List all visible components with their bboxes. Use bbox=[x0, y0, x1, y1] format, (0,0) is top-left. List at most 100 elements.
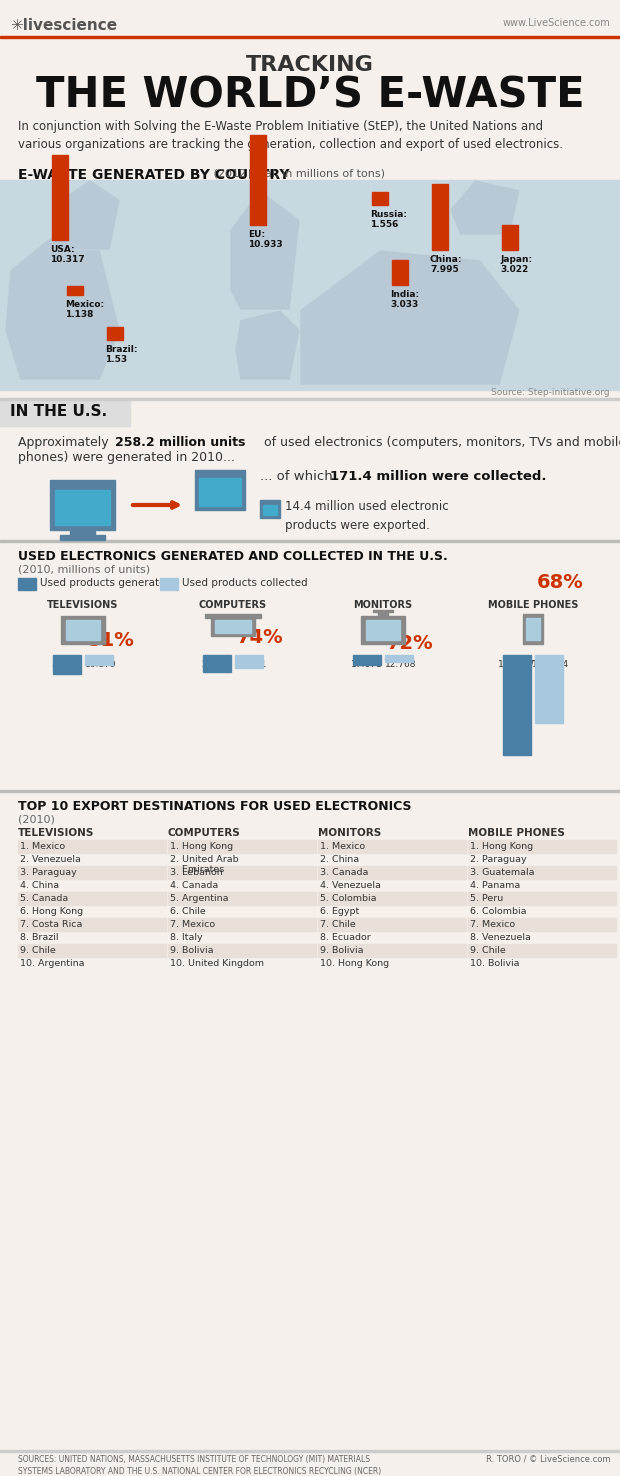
Bar bbox=[0, 399, 620, 400]
Bar bbox=[168, 918, 316, 931]
Polygon shape bbox=[300, 249, 520, 385]
Bar bbox=[318, 840, 466, 853]
Text: 10. Hong Kong: 10. Hong Kong bbox=[320, 959, 389, 968]
Text: SOURCES: UNITED NATIONS, MASSACHUSETTS INSTITUTE OF TECHNOLOGY (MIT) MATERIALS
S: SOURCES: UNITED NATIONS, MASSACHUSETTS I… bbox=[18, 1455, 381, 1476]
Text: phones) were generated in 2010...: phones) were generated in 2010... bbox=[18, 452, 235, 463]
Text: 5. Peru: 5. Peru bbox=[470, 894, 503, 903]
Text: MONITORS: MONITORS bbox=[318, 828, 381, 838]
Bar bbox=[0, 400, 130, 427]
Text: 9. Bolivia: 9. Bolivia bbox=[170, 946, 213, 955]
Text: 6. Hong Kong: 6. Hong Kong bbox=[20, 906, 83, 917]
Text: 29.902: 29.902 bbox=[202, 660, 232, 669]
Bar bbox=[211, 618, 255, 636]
Text: 3. Guatemala: 3. Guatemala bbox=[470, 868, 534, 877]
Bar bbox=[468, 866, 616, 880]
Bar bbox=[70, 530, 95, 534]
Text: 4. Venezuela: 4. Venezuela bbox=[320, 881, 381, 890]
Text: of used electronics (computers, monitors, TVs and mobile: of used electronics (computers, monitors… bbox=[260, 435, 620, 449]
Text: 74%: 74% bbox=[237, 629, 283, 648]
Bar bbox=[535, 655, 563, 723]
Text: 8. Venezuela: 8. Venezuela bbox=[470, 933, 531, 942]
Bar bbox=[502, 226, 518, 249]
Text: 4. Panama: 4. Panama bbox=[470, 881, 520, 890]
Bar bbox=[468, 840, 616, 853]
Bar bbox=[60, 534, 105, 540]
Bar bbox=[195, 469, 245, 511]
Bar bbox=[260, 500, 280, 518]
Text: 33.141: 33.141 bbox=[51, 660, 82, 669]
Text: Used products collected: Used products collected bbox=[182, 579, 308, 587]
Bar bbox=[168, 866, 316, 880]
Text: ✳livescience: ✳livescience bbox=[10, 18, 117, 32]
Text: 16.879: 16.879 bbox=[85, 660, 117, 669]
Bar bbox=[318, 945, 466, 956]
Bar bbox=[55, 490, 110, 525]
Text: 72%: 72% bbox=[387, 633, 433, 652]
Text: 3. Canada: 3. Canada bbox=[320, 868, 368, 877]
Text: E-WASTE GENERATED BY COUNTRY: E-WASTE GENERATED BY COUNTRY bbox=[18, 168, 290, 182]
Text: www.LiveScience.com: www.LiveScience.com bbox=[502, 18, 610, 28]
Bar bbox=[18, 840, 166, 853]
Text: 2. China: 2. China bbox=[320, 855, 359, 863]
Text: Brazil:
1.53: Brazil: 1.53 bbox=[105, 345, 138, 365]
Polygon shape bbox=[60, 180, 120, 249]
Text: 1. Hong Kong: 1. Hong Kong bbox=[470, 841, 533, 852]
Text: 5. Colombia: 5. Colombia bbox=[320, 894, 376, 903]
Text: COMPUTERS: COMPUTERS bbox=[168, 828, 241, 838]
Bar bbox=[432, 184, 448, 249]
Bar bbox=[235, 655, 263, 667]
Text: Mexico:
1.138: Mexico: 1.138 bbox=[65, 300, 104, 319]
Text: (2010, millions of units): (2010, millions of units) bbox=[18, 564, 150, 574]
Bar bbox=[318, 892, 466, 905]
Text: 17.671: 17.671 bbox=[351, 660, 383, 669]
Bar bbox=[385, 655, 413, 663]
Text: 9. Bolivia: 9. Bolivia bbox=[320, 946, 363, 955]
Bar bbox=[392, 260, 408, 285]
Bar bbox=[67, 286, 83, 295]
Text: TRACKING: TRACKING bbox=[246, 55, 374, 75]
Bar bbox=[85, 655, 113, 664]
Text: R. TORO / © LiveScience.com: R. TORO / © LiveScience.com bbox=[485, 1455, 610, 1464]
Text: 7. Mexico: 7. Mexico bbox=[170, 920, 215, 928]
Bar bbox=[318, 918, 466, 931]
Polygon shape bbox=[5, 230, 120, 379]
Text: 10. United Kingdom: 10. United Kingdom bbox=[170, 959, 264, 968]
Bar bbox=[366, 620, 400, 641]
Text: COMPUTERS: COMPUTERS bbox=[199, 601, 267, 610]
Text: Russia:
1.556: Russia: 1.556 bbox=[370, 210, 407, 229]
Text: 3. Paraguay: 3. Paraguay bbox=[20, 868, 77, 877]
Polygon shape bbox=[230, 190, 300, 310]
Text: THE WORLD’S E-WASTE: THE WORLD’S E-WASTE bbox=[36, 75, 584, 117]
Text: (2012 total, in millions of tons): (2012 total, in millions of tons) bbox=[210, 168, 385, 179]
Bar bbox=[168, 945, 316, 956]
Text: 5. Argentina: 5. Argentina bbox=[170, 894, 229, 903]
Bar bbox=[0, 35, 620, 38]
Text: 8. Brazil: 8. Brazil bbox=[20, 933, 58, 942]
Text: 1. Mexico: 1. Mexico bbox=[20, 841, 65, 852]
Polygon shape bbox=[450, 180, 520, 235]
Text: ... of which: ... of which bbox=[260, 469, 337, 483]
Text: 22.171: 22.171 bbox=[236, 660, 267, 669]
Text: TOP 10 EXPORT DESTINATIONS FOR USED ELECTRONICS: TOP 10 EXPORT DESTINATIONS FOR USED ELEC… bbox=[18, 800, 412, 813]
Bar bbox=[168, 840, 316, 853]
Bar bbox=[378, 613, 388, 615]
Bar bbox=[18, 918, 166, 931]
Text: TELEVISIONS: TELEVISIONS bbox=[18, 828, 94, 838]
Bar bbox=[52, 155, 68, 241]
Bar bbox=[53, 655, 81, 675]
Text: Source: Step-initiative.org: Source: Step-initiative.org bbox=[492, 388, 610, 397]
Text: 258.2 million units: 258.2 million units bbox=[115, 435, 246, 449]
Text: 1. Mexico: 1. Mexico bbox=[320, 841, 365, 852]
Text: USED ELECTRONICS GENERATED AND COLLECTED IN THE U.S.: USED ELECTRONICS GENERATED AND COLLECTED… bbox=[18, 551, 448, 562]
Bar bbox=[523, 614, 543, 644]
Bar bbox=[468, 892, 616, 905]
Text: 4. China: 4. China bbox=[20, 881, 59, 890]
Text: 68%: 68% bbox=[537, 573, 584, 592]
Text: 119.484: 119.484 bbox=[533, 660, 570, 669]
Bar bbox=[203, 655, 231, 672]
Bar bbox=[468, 945, 616, 956]
Text: 6. Chile: 6. Chile bbox=[170, 906, 206, 917]
Polygon shape bbox=[235, 310, 300, 379]
Text: USA:
10.317: USA: 10.317 bbox=[50, 245, 84, 264]
Text: 51%: 51% bbox=[87, 632, 134, 651]
